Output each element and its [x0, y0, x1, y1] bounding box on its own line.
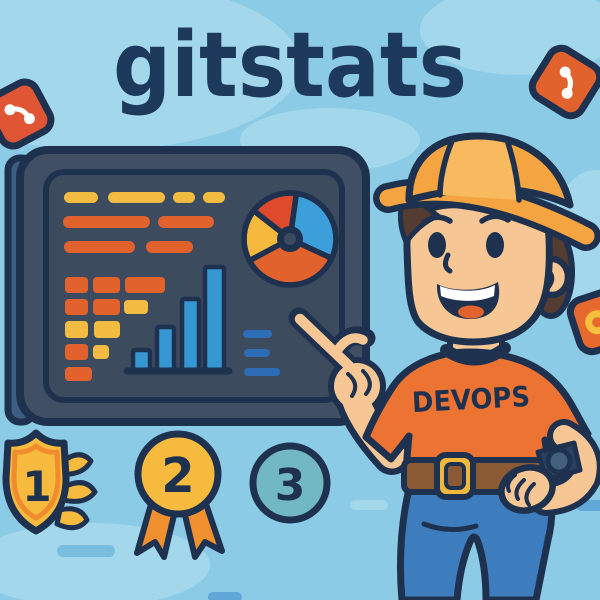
hard-hat [373, 132, 600, 251]
code-line-pill [63, 216, 150, 228]
eyebrow-left [421, 214, 453, 225]
badge-number-1: 1 [22, 462, 51, 511]
code-line-pill [146, 241, 193, 253]
code-line-pill [158, 216, 214, 228]
badge-rank-3: 3 [249, 442, 331, 524]
git-icon-square [528, 44, 600, 120]
jeans-fold-line [421, 521, 479, 532]
character-head [373, 132, 600, 346]
shirt-label: DEVOPS [411, 380, 531, 419]
git-icon-top-right [528, 44, 600, 120]
dash-decoration [208, 592, 242, 600]
shirt-collar [440, 342, 511, 366]
stat-line-pill [243, 330, 272, 338]
heatmap-cell [65, 321, 88, 338]
git-icon-square [0, 78, 55, 150]
character-akimbo-arm [498, 419, 600, 516]
badge-rank-1: 1 [2, 429, 98, 535]
git-branch-glyph [559, 66, 573, 99]
index-finger [294, 313, 355, 372]
badge-number-3: 3 [275, 460, 306, 511]
teeth [440, 285, 495, 301]
decorative-blob [0, 0, 300, 150]
badge-number-2: 2 [161, 448, 194, 504]
heatmap-cell [65, 344, 88, 360]
rank-circle [249, 442, 331, 524]
tongue [458, 305, 484, 319]
git-icon-top-left [0, 78, 55, 150]
git-commit-dot [23, 113, 35, 125]
face-features [421, 213, 511, 319]
laurel-leaf [54, 506, 90, 531]
pie-outer-ring [241, 190, 339, 288]
bar [202, 264, 227, 374]
belt-buckle-inner [444, 462, 466, 490]
watch-face [545, 447, 573, 475]
laurel-leaf [61, 480, 98, 504]
git-branch-glyph [4, 104, 35, 125]
heatmap-cell [93, 277, 120, 293]
heatmap-cell [65, 299, 88, 315]
stat-lines-group [243, 330, 280, 376]
hat-ridge-lines [437, 138, 522, 203]
hand-finger-lines [505, 473, 536, 507]
code-line-pill [108, 192, 165, 203]
code-line-pill [203, 192, 225, 203]
background-dashes [57, 500, 600, 600]
eye-left [428, 232, 446, 258]
git-commit-dot [561, 87, 573, 99]
dash-decoration [57, 545, 115, 557]
code-lines-group [63, 192, 225, 253]
hat-front-panel [440, 138, 519, 200]
stat-line-pill [244, 368, 280, 376]
heatmap-cell [124, 300, 148, 314]
code-line-pill [64, 241, 135, 253]
nose [442, 252, 453, 274]
heatmap-cell [65, 367, 92, 381]
finger-curl-lines [346, 369, 372, 398]
commit-heatmap-group [65, 277, 165, 381]
hat-dome-outline [405, 132, 574, 209]
bar [179, 296, 202, 374]
eye-right [486, 232, 504, 258]
shield-inner-line [11, 443, 61, 521]
git-icon-square [566, 286, 600, 356]
devops-character: DEVOPS [362, 132, 600, 600]
git-commit-dot [4, 104, 16, 116]
badge-rank-2: 2 [134, 430, 225, 560]
heatmap-cell [93, 345, 109, 359]
code-line-pill [173, 192, 195, 203]
pie-center-hole [284, 233, 296, 245]
thumb [332, 333, 368, 356]
heatmap-cell [65, 277, 88, 293]
stat-line-pill [244, 349, 270, 357]
heatmap-cell [125, 277, 165, 293]
dash-decoration [350, 500, 388, 510]
code-line-pill [64, 192, 98, 203]
heatmap-cell [94, 321, 120, 338]
bar [154, 324, 177, 374]
eyebrow-right [479, 213, 511, 224]
heatmap-cell [93, 299, 120, 315]
pie-chart-group [241, 190, 339, 288]
app-title: gitstats [113, 13, 467, 118]
bar-chart-group [123, 264, 233, 375]
dashboard-tablet [4, 146, 370, 426]
medal-circle [134, 430, 222, 518]
git-commit-dot [559, 66, 571, 78]
